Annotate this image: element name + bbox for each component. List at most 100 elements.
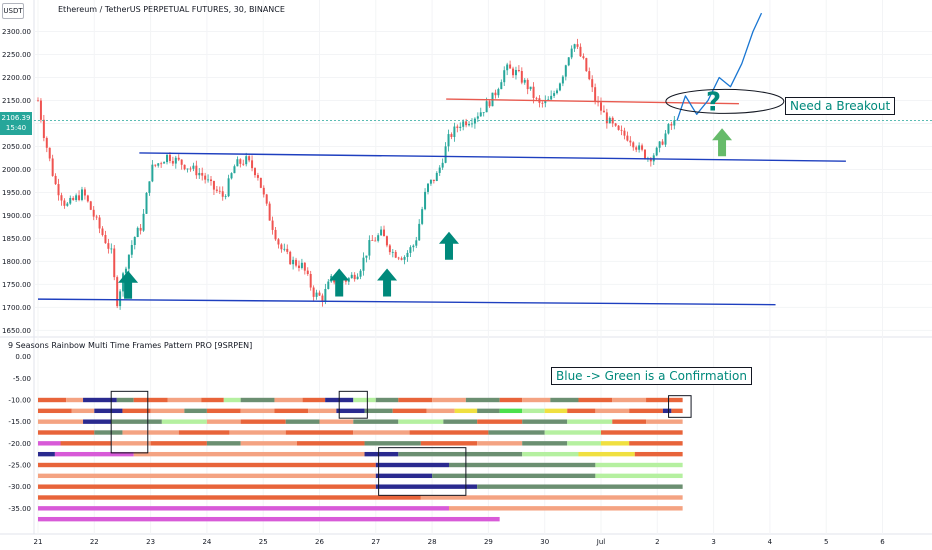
- candle-body: [57, 184, 60, 196]
- ribbon-segment: [38, 451, 55, 457]
- candle-body: [192, 165, 195, 169]
- candle-body: [503, 70, 506, 83]
- ribbon-segment: [223, 397, 241, 403]
- ribbon-segment: [201, 397, 224, 403]
- symbol-badge[interactable]: USDT: [2, 3, 24, 19]
- time-tick-label: 23: [146, 538, 155, 546]
- candle-body: [286, 248, 289, 252]
- ribbon-segment: [161, 419, 207, 424]
- ribbon-segment: [60, 441, 112, 446]
- candle-body: [233, 166, 236, 174]
- candle-body: [409, 247, 412, 253]
- ribbon-segment: [111, 419, 162, 424]
- candle-body: [306, 270, 309, 274]
- candle-body: [300, 262, 303, 268]
- candle-body: [535, 97, 538, 99]
- candle-body: [315, 292, 318, 297]
- candle-body: [236, 159, 239, 167]
- indicator-tick-label: -20.00: [8, 440, 31, 448]
- ribbon-segment: [595, 408, 630, 414]
- candle-body: [72, 197, 75, 201]
- ribbon-segment: [578, 451, 635, 457]
- candle-body: [130, 245, 133, 255]
- ribbon-segment: [66, 397, 84, 403]
- candle-body: [230, 173, 233, 179]
- up-arrow-icon: [712, 128, 733, 157]
- price-tick-label: 1800.00: [2, 258, 31, 266]
- candle-body: [629, 140, 632, 143]
- candle-body: [506, 64, 509, 71]
- candle-body: [388, 245, 391, 253]
- candle-body: [667, 124, 670, 134]
- candle-body: [541, 102, 544, 104]
- chart-title: Ethereum / TetherUS PERPETUAL FUTURES, 3…: [58, 5, 285, 14]
- candle-body: [617, 125, 620, 130]
- ribbon-segment: [38, 441, 61, 446]
- confirmation-annotation[interactable]: Blue -> Green is a Confirmation: [551, 367, 752, 385]
- breakout-ellipse: [665, 88, 785, 114]
- candle-body: [63, 200, 66, 206]
- ribbon-segment: [229, 430, 286, 435]
- ribbon-segment: [38, 462, 376, 468]
- candle-body: [210, 179, 213, 182]
- ribbon-segment: [38, 516, 500, 522]
- candle-body: [174, 157, 177, 164]
- candle-body: [394, 251, 397, 258]
- candle-body: [588, 71, 591, 80]
- candle-body: [632, 142, 635, 148]
- candle-body: [429, 179, 432, 184]
- candle-body: [479, 112, 482, 117]
- ribbon-segment: [601, 430, 683, 435]
- ribbon-segment: [240, 419, 286, 424]
- ribbon-segment: [150, 441, 207, 446]
- candle-body: [529, 86, 532, 90]
- time-tick-label: 25: [259, 538, 268, 546]
- ribbon-segment: [601, 441, 630, 446]
- candle-body: [605, 112, 608, 124]
- candle-body: [303, 262, 306, 271]
- ribbon-segment: [522, 397, 551, 403]
- ribbon-segment: [595, 473, 683, 479]
- support-line: [37, 298, 776, 306]
- ribbon-segment: [398, 419, 444, 424]
- candle-body: [327, 281, 330, 290]
- ribbon-segment: [550, 397, 579, 403]
- ribbon-segment: [38, 473, 376, 479]
- time-tick-label: 22: [90, 538, 99, 546]
- ribbon-segment: [544, 430, 601, 435]
- candle-body: [362, 257, 365, 271]
- ribbon-segment: [634, 451, 683, 457]
- price-tick-label: 1650.00: [2, 327, 31, 335]
- candle-body: [470, 123, 473, 125]
- candle-body: [60, 195, 63, 201]
- ribbon-segment: [488, 430, 545, 435]
- candle-body: [136, 227, 139, 238]
- candle-body: [186, 168, 189, 170]
- candle-body: [198, 172, 201, 176]
- breakout-annotation[interactable]: Need a Breakout: [785, 97, 896, 115]
- ribbon-segment: [150, 408, 185, 414]
- candle-body: [485, 101, 488, 113]
- ribbon-segment: [167, 397, 202, 403]
- candle-body: [39, 100, 42, 120]
- candle-body: [350, 274, 353, 279]
- candle-body: [248, 156, 251, 161]
- candle-body: [582, 56, 585, 59]
- candle-body: [119, 291, 122, 307]
- ribbon-segment: [240, 408, 275, 414]
- candle-body: [368, 240, 371, 256]
- candle-body: [547, 99, 550, 101]
- candle-body: [356, 276, 359, 280]
- candle-body: [482, 112, 485, 114]
- ribbon-segment: [612, 419, 647, 424]
- candle-body: [626, 135, 629, 141]
- candle-body: [265, 194, 268, 204]
- ribbon-segment: [671, 408, 683, 414]
- ribbon-segment: [122, 430, 179, 435]
- candle-body: [344, 280, 347, 282]
- time-tick-label: 2: [655, 538, 659, 546]
- candle-body: [391, 251, 394, 253]
- candle-body: [262, 187, 265, 195]
